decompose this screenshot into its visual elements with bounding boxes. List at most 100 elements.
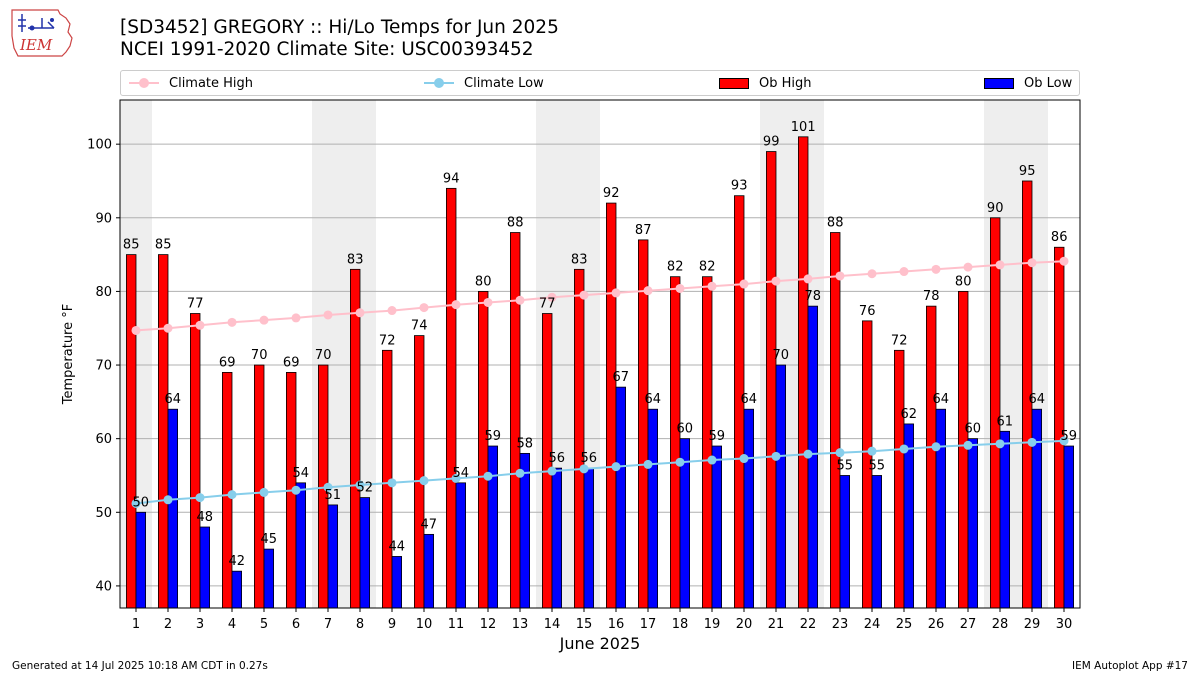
- ob-high-value-label: 69: [283, 355, 300, 370]
- ob-high-bar: [638, 239, 649, 609]
- ob-low-bar: [967, 438, 979, 609]
- ob-high-bar: [926, 305, 937, 609]
- legend-climate-low-marker: [424, 78, 454, 88]
- x-tick-label: 29: [1024, 617, 1041, 632]
- ob-low-value-label: 60: [965, 422, 982, 437]
- x-tick-label: 18: [672, 617, 689, 632]
- x-tick-label: 15: [576, 617, 593, 632]
- x-tick-label: 17: [640, 617, 657, 632]
- ob-high-bar: [445, 187, 457, 609]
- x-tick-label: 19: [704, 617, 721, 632]
- climate-low-point: [867, 446, 877, 456]
- climate-high-point: [803, 274, 813, 284]
- x-tick-label: 14: [544, 617, 561, 632]
- x-tick-label: 13: [512, 617, 529, 632]
- ob-high-bar: [574, 268, 585, 609]
- ob-high-value-label: 82: [667, 260, 684, 275]
- ob-high-bar: [157, 254, 169, 609]
- climate-high-point: [643, 286, 653, 296]
- ob-low-bar: [391, 556, 403, 609]
- ob-high-bar: [477, 291, 489, 609]
- ob-high-bar: [798, 136, 809, 609]
- ob-low-bar: [775, 364, 787, 609]
- ob-high-value-label: 74: [411, 319, 428, 334]
- climate-high-point: [483, 297, 493, 307]
- ob-high-value-label: 82: [699, 260, 716, 275]
- climate-high-point: [515, 295, 525, 305]
- y-tick-label: 60: [95, 432, 112, 447]
- ob-low-value-label: 78: [805, 289, 822, 304]
- ob-high-value-label: 83: [571, 252, 588, 267]
- ob-high-bar: [253, 364, 265, 609]
- ob-low-value-label: 64: [933, 392, 950, 407]
- ob-low-bar: [743, 408, 755, 609]
- ob-low-value-label: 59: [1061, 429, 1078, 444]
- x-tick-label: 3: [196, 617, 204, 632]
- ob-high-bar: [958, 291, 969, 609]
- climate-low-point: [579, 464, 589, 474]
- x-tick-label: 21: [768, 617, 785, 632]
- chart-subtitle: NCEI 1991-2020 Climate Site: USC00393452: [120, 39, 534, 60]
- ob-high-value-label: 70: [251, 348, 268, 363]
- y-tick-label: 90: [95, 211, 112, 226]
- climate-low-point: [611, 462, 621, 472]
- climate-low-point: [899, 444, 909, 454]
- ob-low-value-label: 55: [869, 458, 886, 473]
- climate-high-point: [291, 313, 301, 323]
- climate-low-point: [643, 459, 653, 469]
- ob-low-value-label: 56: [581, 451, 598, 466]
- ob-low-value-label: 64: [165, 392, 182, 407]
- climate-low-point: [419, 476, 429, 486]
- x-tick-label: 11: [448, 617, 465, 632]
- ob-high-bar: [894, 349, 905, 609]
- climate-high-point: [451, 300, 461, 310]
- x-tick-label: 7: [324, 617, 332, 632]
- ob-high-bar: [509, 232, 521, 609]
- ob-high-value-label: 92: [603, 186, 620, 201]
- ob-high-value-label: 86: [1051, 230, 1068, 245]
- climate-high-point: [547, 292, 557, 302]
- ob-high-bar: [766, 151, 777, 609]
- logo-text: IEM: [19, 36, 53, 54]
- x-tick-label: 8: [356, 617, 364, 632]
- ob-low-bar: [647, 408, 659, 609]
- chart-title: [SD3452] GREGORY :: Hi/Lo Temps for Jun …: [120, 17, 559, 38]
- climate-low-point: [515, 468, 525, 478]
- legend-ob-low-label: Ob Low: [1024, 75, 1073, 91]
- ob-high-bar: [1054, 246, 1065, 609]
- climate-high-point: [579, 290, 589, 300]
- ob-high-value-label: 94: [443, 171, 460, 186]
- legend-climate-low: Climate Low: [424, 71, 544, 95]
- climate-high-point: [867, 269, 877, 279]
- ob-low-bar: [167, 408, 179, 609]
- ob-low-value-label: 59: [709, 429, 726, 444]
- x-tick-label: 26: [928, 617, 945, 632]
- climate-low-point: [163, 495, 173, 505]
- ob-high-value-label: 80: [475, 274, 492, 289]
- ob-low-value-label: 70: [773, 348, 790, 363]
- x-tick-label: 23: [832, 617, 849, 632]
- ob-low-value-label: 45: [261, 532, 278, 547]
- ob-high-value-label: 90: [987, 201, 1004, 216]
- ob-high-bar: [830, 232, 841, 609]
- climate-low-point: [387, 478, 397, 488]
- climate-low-point: [835, 448, 845, 458]
- ob-low-value-label: 52: [357, 481, 374, 496]
- legend-ob-high-swatch: [719, 77, 749, 89]
- ob-low-value-label: 64: [1029, 392, 1046, 407]
- y-tick-label: 40: [95, 579, 112, 594]
- y-tick-label: 70: [95, 359, 112, 374]
- climate-high-point: [355, 308, 365, 318]
- ob-low-bar: [1063, 445, 1075, 609]
- climate-low-point: [803, 449, 813, 459]
- legend-climate-high: Climate High: [129, 71, 253, 95]
- x-tick-label: 25: [896, 617, 913, 632]
- ob-low-value-label: 55: [837, 458, 854, 473]
- ob-high-bar: [606, 202, 617, 609]
- x-tick-label: 28: [992, 617, 1009, 632]
- ob-low-value-label: 58: [517, 436, 534, 451]
- y-tick-label: 100: [87, 138, 112, 153]
- ob-high-value-label: 77: [187, 297, 204, 312]
- ob-high-value-label: 76: [859, 304, 876, 319]
